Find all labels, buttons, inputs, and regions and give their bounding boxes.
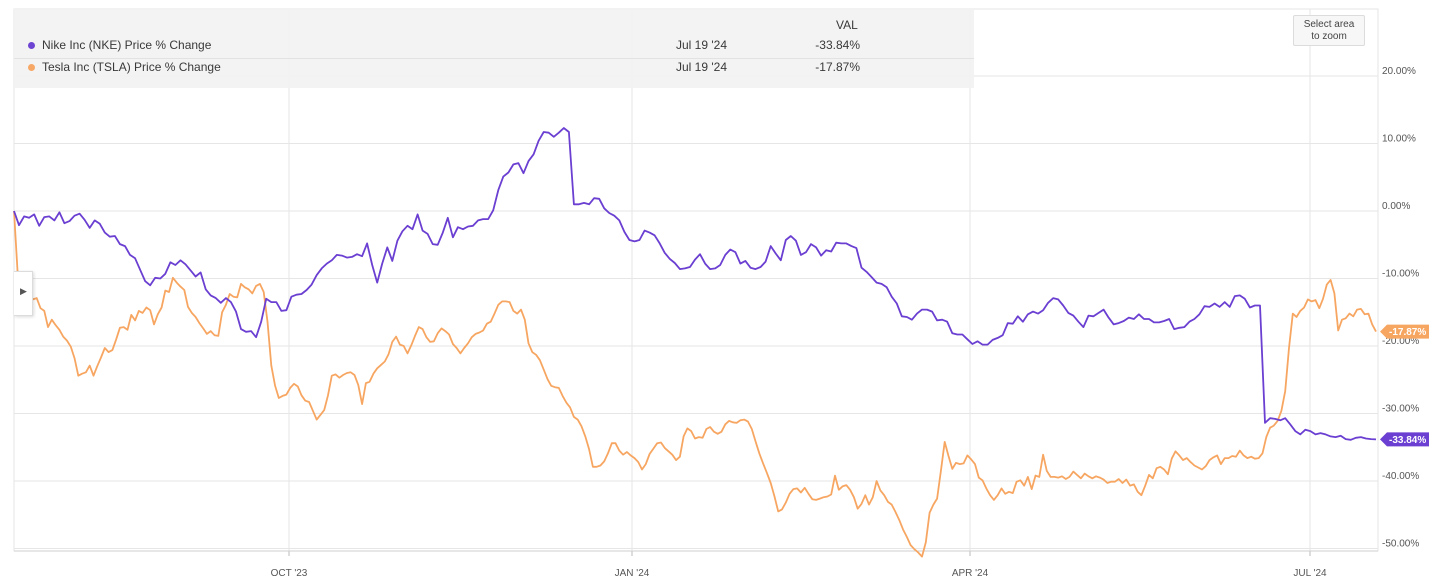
y-tick-label: -10.00% (1382, 269, 1419, 280)
y-tick-label: 10.00% (1382, 134, 1416, 145)
y-tick-label: -30.00% (1382, 404, 1419, 415)
plot-frame (13, 8, 1379, 552)
legend-series-name: Nike Inc (NKE) Price % Change (42, 38, 212, 52)
legend-date: Jul 19 '24 (676, 38, 727, 52)
series-lines (13, 127, 1377, 558)
legend-column-header: VAL (836, 18, 858, 32)
x-tick-label: JUL '24 (1293, 568, 1327, 579)
tsla-series-line (13, 210, 1377, 558)
grid-lines (13, 8, 1379, 556)
legend-dot-nke (28, 42, 35, 49)
legend-value: -17.87% (815, 60, 860, 74)
legend-series-name: Tesla Inc (TSLA) Price % Change (42, 60, 221, 74)
tsla-end-flag: -17.87% (1380, 324, 1429, 339)
legend-panel: VAL Nike Inc (NKE) Price % Change Jul 19… (14, 9, 974, 88)
y-tick-label: 20.00% (1382, 66, 1416, 77)
end-flag-label: -33.84% (1389, 435, 1426, 446)
y-tick-label: -50.00% (1382, 539, 1419, 550)
legend-value: -33.84% (815, 38, 860, 52)
end-flag-shape (1380, 324, 1429, 339)
y-tick-label: -20.00% (1382, 336, 1419, 347)
zoom-button-label: Select area to zoom (1303, 19, 1355, 42)
y-tick-label: -40.00% (1382, 471, 1419, 482)
end-flag-shape (1380, 432, 1429, 447)
x-tick-label: OCT '23 (271, 568, 308, 579)
x-tick-label: JAN '24 (615, 568, 650, 579)
nke-end-flag: -33.84% (1380, 432, 1429, 447)
chevron-right-icon: ▶ (20, 286, 27, 296)
legend-row-tsla[interactable]: Tesla Inc (TSLA) Price % Change Jul 19 '… (14, 58, 974, 80)
end-value-flags: -33.84% -17.87% (1380, 324, 1429, 447)
x-axis-labels: OCT '23 JAN '24 APR '24 JUL '24 (271, 568, 1327, 579)
y-tick-label: 0.00% (1382, 201, 1410, 212)
legend-date: Jul 19 '24 (676, 60, 727, 74)
x-tick-label: APR '24 (952, 568, 989, 579)
end-flag-label: -17.87% (1389, 327, 1426, 338)
expand-panel-tab[interactable]: ▶ (14, 271, 33, 316)
nke-series-line (13, 127, 1377, 441)
y-axis-labels: 20.00% 10.00% 0.00% -10.00% -20.00% -30.00% -4… (1382, 66, 1419, 550)
select-area-to-zoom-button[interactable]: Select area to zoom (1293, 15, 1365, 46)
legend-row-nke[interactable]: Nike Inc (NKE) Price % Change Jul 19 '24… (14, 36, 974, 59)
legend-dot-tsla (28, 64, 35, 71)
